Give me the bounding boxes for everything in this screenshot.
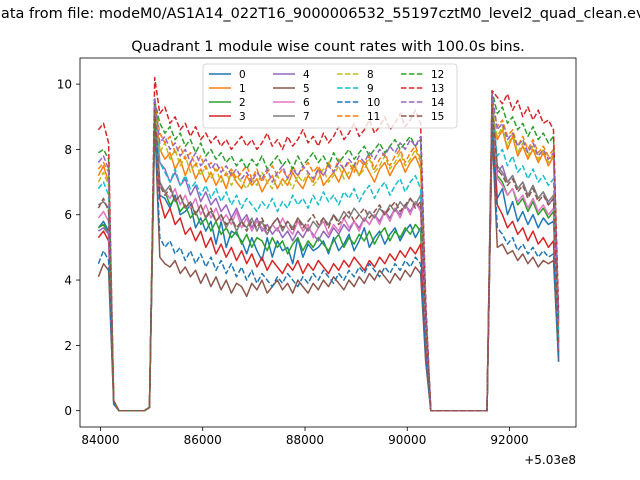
figure-suptitle: Data from file: modeM0/AS1A14_022T16_900… (0, 6, 640, 22)
legend-label-13: 13 (431, 83, 444, 95)
legend-label-6: 6 (303, 97, 310, 109)
x-tick-label: 92000 (490, 433, 528, 447)
plot-area: 84000 86000 88000 90000 92000 +5.03e8 0 2 4 6 8 10 0… (57, 57, 577, 467)
x-tick-label: 88000 (286, 433, 324, 447)
legend-label-8: 8 (367, 69, 374, 81)
chart-title: Quadrant 1 module wise count rates with … (131, 39, 525, 55)
legend-label-12: 12 (431, 69, 444, 81)
x-tick-label: 90000 (388, 433, 426, 447)
y-tick-label: 0 (64, 404, 72, 418)
legend-label-10: 10 (367, 97, 380, 109)
legend-label-11: 11 (367, 111, 380, 123)
series-line-15 (97, 106, 560, 412)
legend-label-3: 3 (239, 111, 246, 123)
y-tick-label: 2 (64, 339, 72, 353)
legend-label-14: 14 (431, 97, 445, 109)
legend-label-0: 0 (239, 69, 246, 81)
legend-label-2: 2 (239, 97, 246, 109)
axes-frame (79, 57, 577, 428)
series-lines (97, 76, 560, 412)
y-tick-label: 8 (64, 143, 72, 157)
legend-label-15: 15 (431, 111, 444, 123)
legend-label-9: 9 (367, 83, 374, 95)
x-tick-label: 84000 (81, 433, 119, 447)
legend-label-1: 1 (239, 83, 246, 95)
legend-label-7: 7 (303, 111, 310, 123)
x-offset-label: +5.03e8 (524, 453, 576, 467)
legend-label-5: 5 (303, 83, 310, 95)
y-tick-label: 10 (57, 78, 72, 92)
y-tick-label: 6 (64, 208, 72, 222)
y-tick-label: 4 (64, 274, 72, 288)
x-tick-label: 86000 (184, 433, 222, 447)
legend-label-4: 4 (303, 69, 310, 81)
legend-box (202, 63, 458, 129)
